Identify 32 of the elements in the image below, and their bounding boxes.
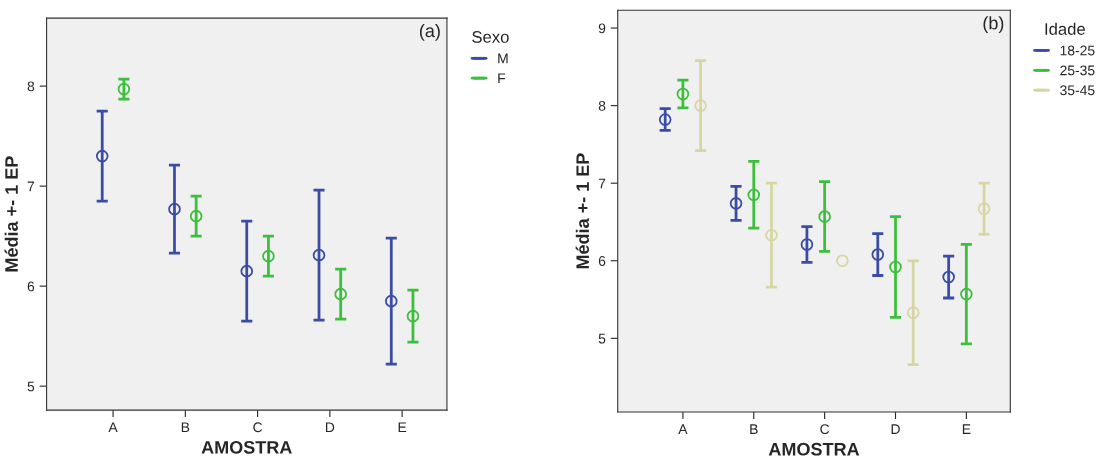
y-axis-title: Média +- 1 EP [575, 153, 590, 269]
y-tick-label: 8 [27, 81, 35, 92]
x-tick-label: D [891, 424, 900, 434]
x-tick-label: C [253, 422, 263, 433]
y-tick-label: 6 [27, 281, 35, 292]
y-tick-label: 9 [598, 23, 606, 34]
y-tick-label: 7 [27, 181, 35, 192]
y-tick-label: 7 [598, 178, 606, 189]
legend-label: 18-25 [1060, 45, 1095, 56]
x-tick-label: A [108, 422, 118, 433]
x-tick-label: D [325, 422, 335, 433]
y-tick-label: 5 [27, 381, 35, 392]
legend-label: 35-45 [1060, 85, 1095, 96]
y-axis-title: Média +- 1 EP [4, 156, 18, 272]
y-tick-label: 6 [598, 256, 606, 266]
legend-label: F [498, 73, 506, 84]
x-tick-label: C [820, 424, 830, 435]
x-axis-title: AMOSTRA [768, 442, 860, 456]
x-tick-label: A [678, 424, 688, 434]
legend-title: Sexo [472, 31, 509, 43]
y-tick-label: 8 [598, 100, 606, 111]
legend-label: M [498, 53, 508, 64]
x-axis-title: AMOSTRA [201, 440, 292, 454]
x-tick-label: E [398, 422, 407, 433]
annotation: (b) [983, 16, 1004, 34]
legend-title: Idade [1045, 22, 1085, 35]
legend-label: 25-35 [1060, 65, 1095, 76]
y-tick-label: 5 [598, 333, 606, 344]
x-tick-label: E [962, 424, 971, 434]
x-tick-label: B [750, 424, 758, 434]
x-tick-label: B [181, 422, 190, 433]
annotation: (a) [419, 23, 440, 41]
